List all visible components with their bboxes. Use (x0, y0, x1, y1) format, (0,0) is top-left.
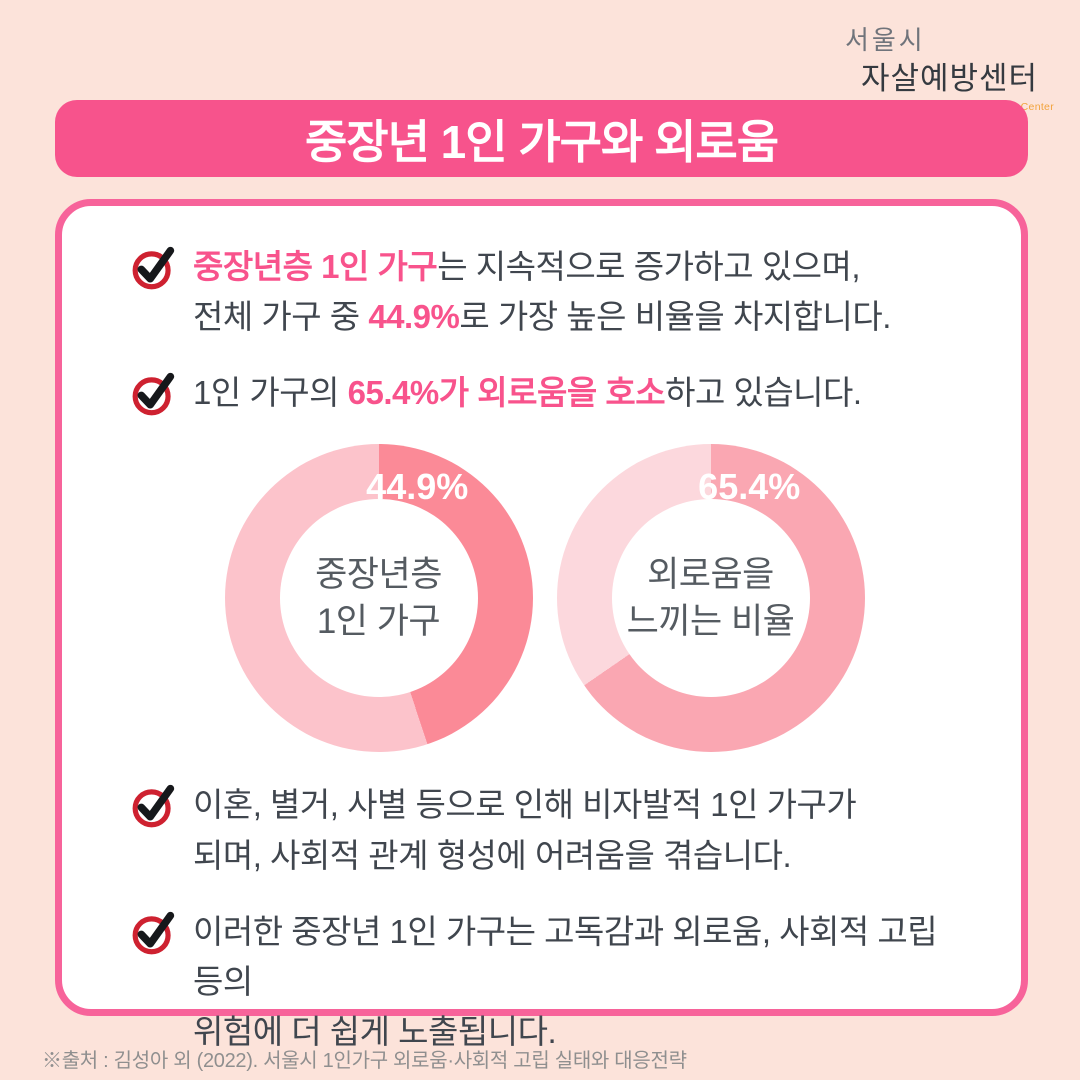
content-card: 중장년층 1인 가구는 지속적으로 증가하고 있으며, 전체 가구 중 44.9… (55, 199, 1028, 1050)
donut-center: 중장년층 1인 가구 (279, 499, 478, 698)
donut-chart-loneliness-rate: 65.4% 외로움을 느끼는 비율 (556, 444, 865, 753)
source-note: ※출처 : 김성아 외 (2022). 서울시 1인가구 외로움·사회적 고립 … (42, 1050, 687, 1072)
highlight-text: 중장년층 1인 가구 (193, 248, 438, 285)
bullet-text: 이혼, 별거, 사별 등으로 인해 비자발적 1인 가구가 되며, 사회적 관계… (193, 786, 857, 874)
bullet-item-4: 이러한 중장년 1인 가구는 고독감과 외로움, 사회적 고립 등의 위험에 더… (130, 907, 959, 1057)
check-circle-icon (132, 246, 175, 290)
bullet-text: 1인 가구의 65.4%가 외로움을 호소하고 있습니다. (193, 374, 862, 412)
check-circle-icon (132, 373, 175, 416)
check-circle-icon (132, 785, 175, 828)
bullet-text: 중장년층 1인 가구는 지속적으로 증가하고 있으며, 전체 가구 중 44.9… (193, 248, 891, 336)
bullet-item-1: 중장년층 1인 가구는 지속적으로 증가하고 있으며, 전체 가구 중 44.9… (130, 242, 959, 342)
check-circle-icon (132, 911, 175, 955)
logo-center-name: 자살예방센터 (860, 61, 1039, 96)
title-banner: 중장년 1인 가구와 외로움 (55, 100, 1028, 177)
seoul-suicide-prevention-center-logo: 서울시 자살예방센터 Seoul Suicide Prevention Cent… (845, 20, 1054, 113)
donut-center-label: 중장년층 1인 가구 (315, 555, 442, 642)
highlight-text: 44.9% (368, 298, 460, 336)
highlight-text: 65.4%가 외로움을 호소 (347, 374, 666, 412)
bullet-text: 이러한 중장년 1인 가구는 고독감과 외로움, 사회적 고립 등의 위험에 더… (193, 912, 938, 1051)
bullet-item-3: 이혼, 별거, 사별 등으로 인해 비자발적 1인 가구가 되며, 사회적 관계… (130, 780, 959, 880)
donut-center: 외로움을 느끼는 비율 (611, 499, 810, 698)
donut-center-label: 외로움을 느끼는 비율 (626, 555, 795, 642)
logo-city-name: 서울시 (844, 25, 926, 55)
donut-chart-row: 44.9% 중장년층 1인 가구 65.4% 외로움을 느끼는 비율 (130, 444, 959, 753)
page-title: 중장년 1인 가구와 외로움 (304, 115, 779, 168)
bullet-item-2: 1인 가구의 65.4%가 외로움을 호소하고 있습니다. (130, 368, 959, 418)
donut-chart-single-households: 44.9% 중장년층 1인 가구 (224, 444, 533, 753)
